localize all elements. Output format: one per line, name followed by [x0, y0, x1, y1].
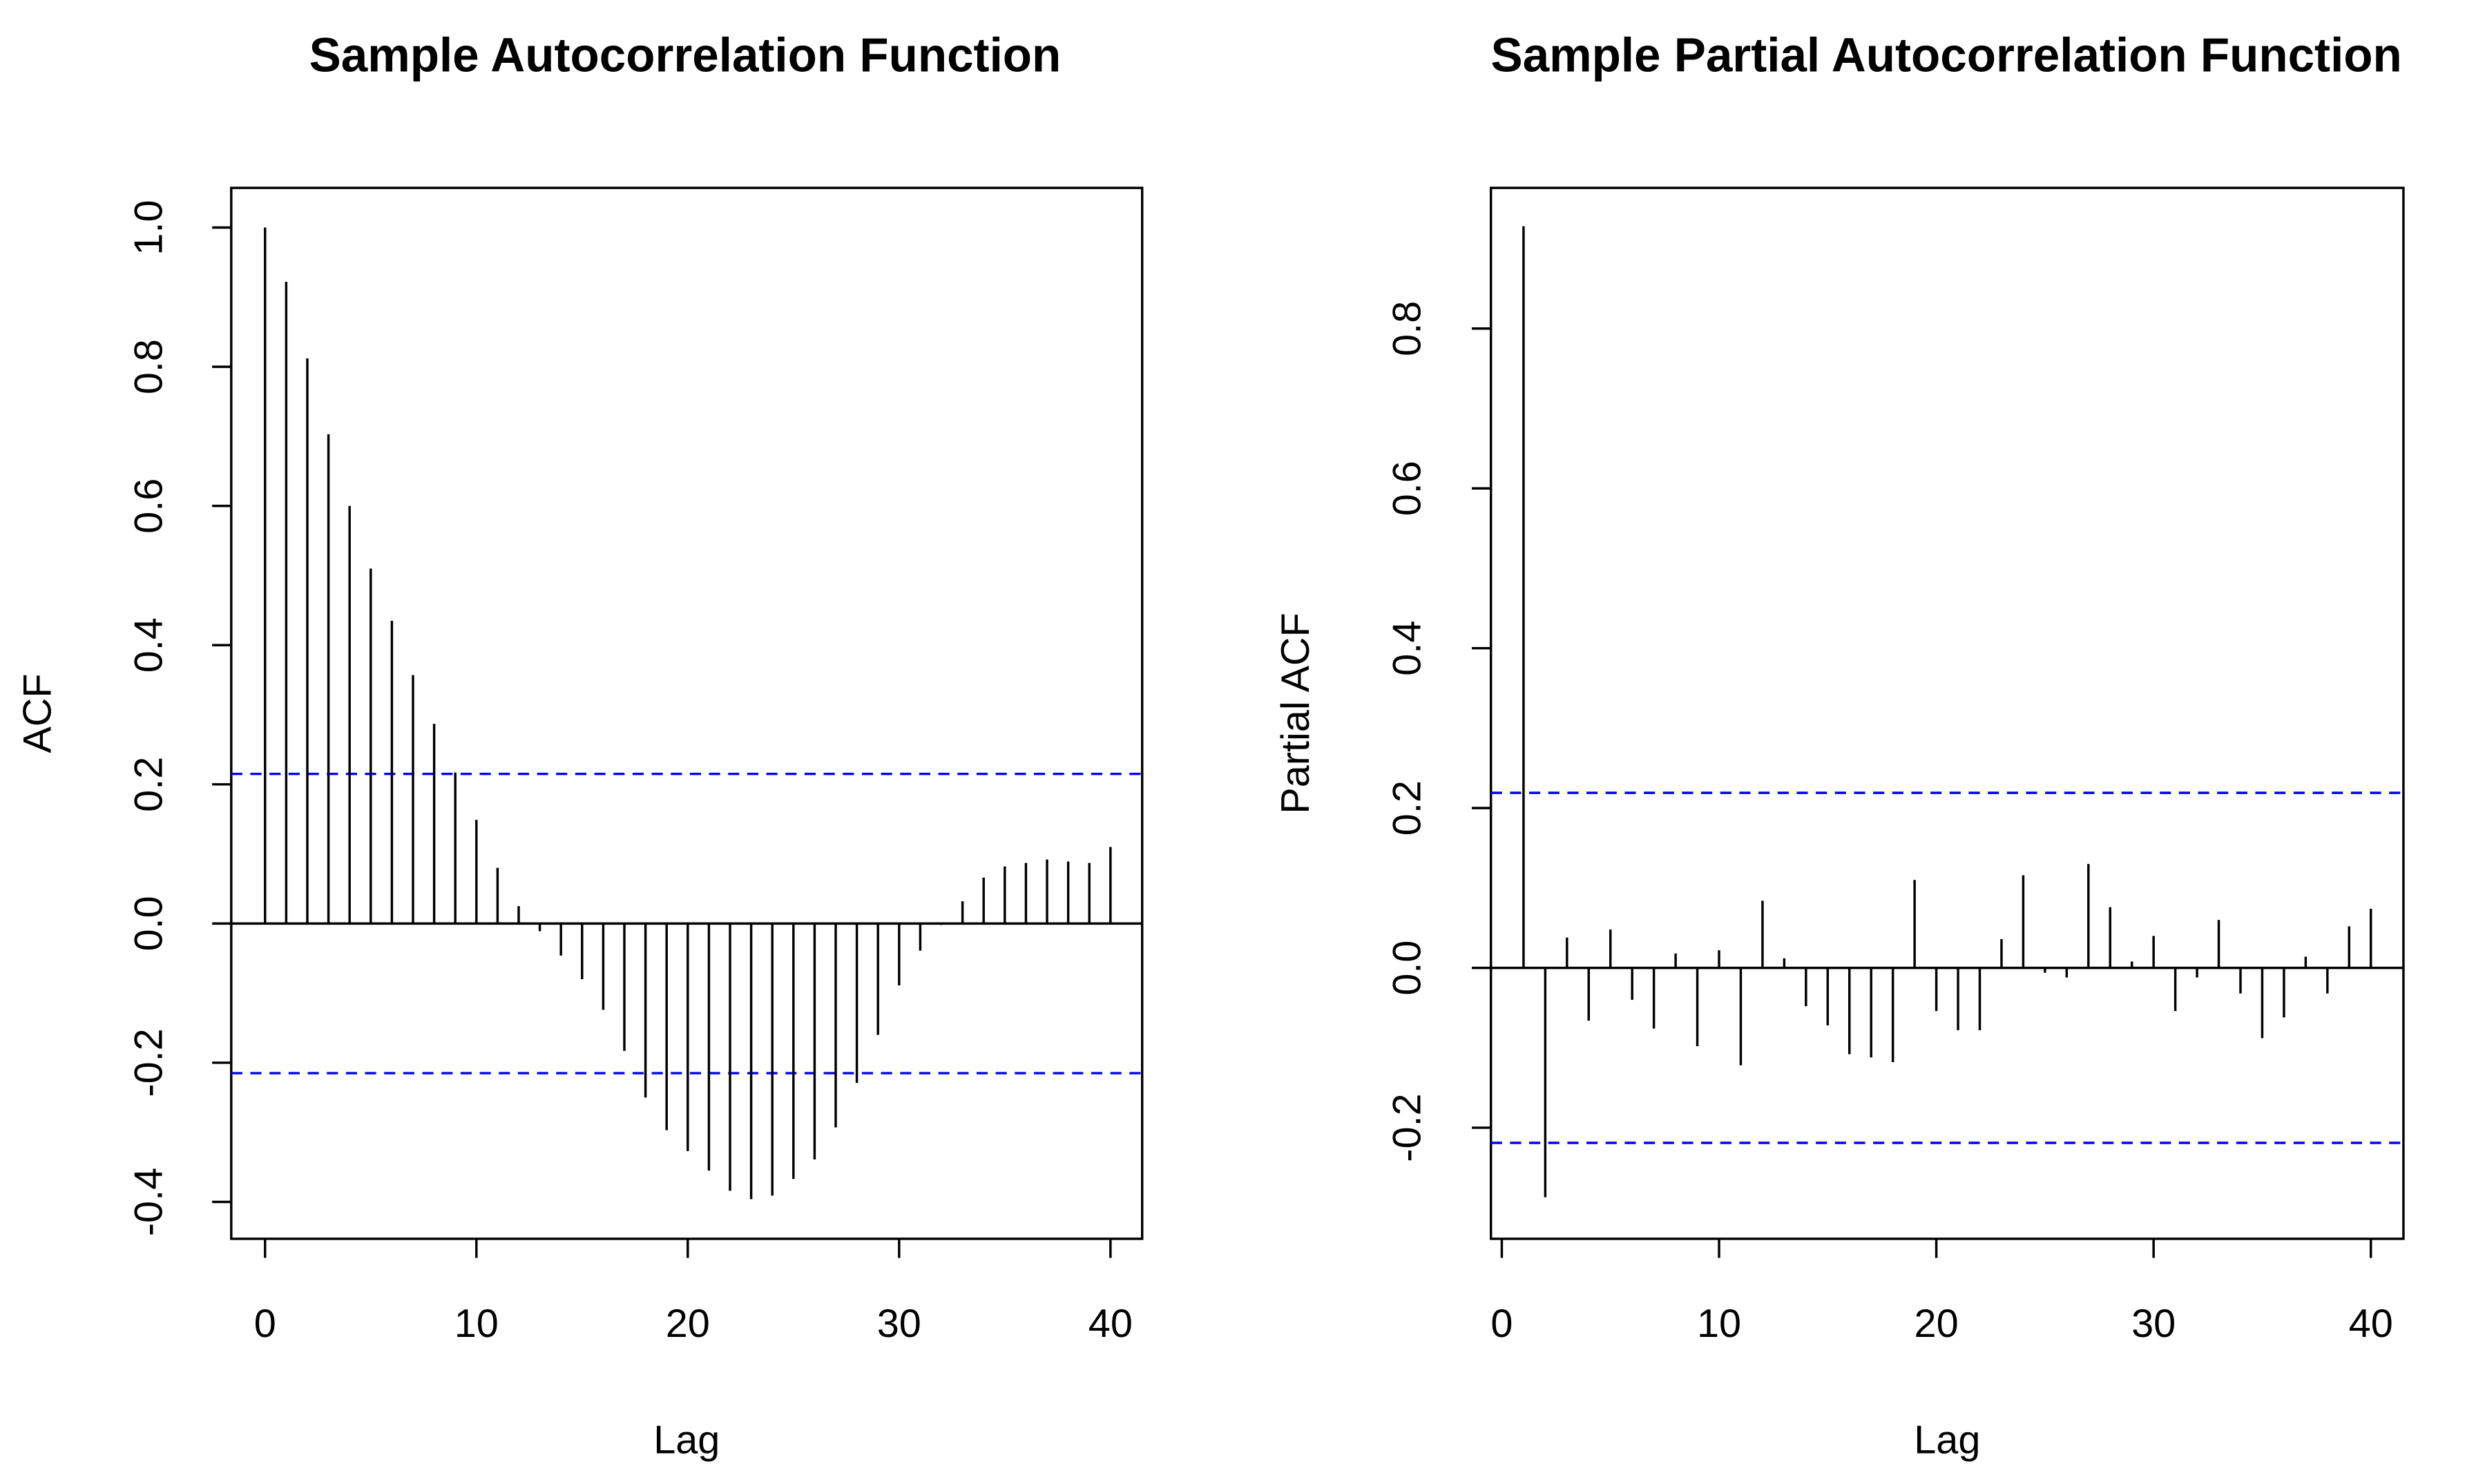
y-tick-label: 0.0	[127, 896, 171, 951]
y-tick-label: 0.2	[1385, 780, 1429, 836]
x-tick-label: 20	[666, 1302, 710, 1346]
y-tick-label: 0.4	[127, 617, 171, 673]
y-tick-label: -0.2	[1385, 1093, 1429, 1162]
x-tick-label: 10	[1697, 1302, 1741, 1346]
plot-frame	[1489, 186, 2405, 1240]
y-tick-label: 0.8	[1385, 301, 1429, 356]
x-tick-label: 40	[1088, 1302, 1133, 1346]
y-tick-label: 0.2	[127, 757, 171, 812]
y-tick-label: 0.6	[1385, 461, 1429, 516]
y-tick-label: 0.0	[1385, 941, 1429, 996]
y-tick-label: 0.8	[127, 339, 171, 394]
chart-title: Sample Autocorrelation Function	[309, 28, 1062, 82]
x-tick-label: 30	[2131, 1302, 2176, 1346]
y-tick-label: 1.0	[127, 200, 171, 255]
y-tick-label: -0.2	[127, 1028, 171, 1097]
y-axis-label: ACF	[15, 673, 59, 753]
x-axis-label: Lag	[1914, 1418, 1980, 1462]
x-tick-label: 0	[1490, 1302, 1513, 1346]
x-tick-label: 0	[254, 1302, 276, 1346]
y-axis-label: Partial ACF	[1274, 613, 1318, 813]
x-tick-label: 10	[454, 1302, 499, 1346]
x-tick-label: 30	[877, 1302, 921, 1346]
y-tick-label: 0.4	[1385, 621, 1429, 676]
y-tick-label: 0.6	[127, 479, 171, 534]
y-tick-label: -0.4	[127, 1168, 171, 1236]
x-axis-label: Lag	[653, 1418, 720, 1462]
chart-title: Sample Partial Autocorrelation Function	[1491, 28, 2402, 82]
x-tick-label: 20	[1915, 1302, 1959, 1346]
x-tick-label: 40	[2349, 1302, 2393, 1346]
